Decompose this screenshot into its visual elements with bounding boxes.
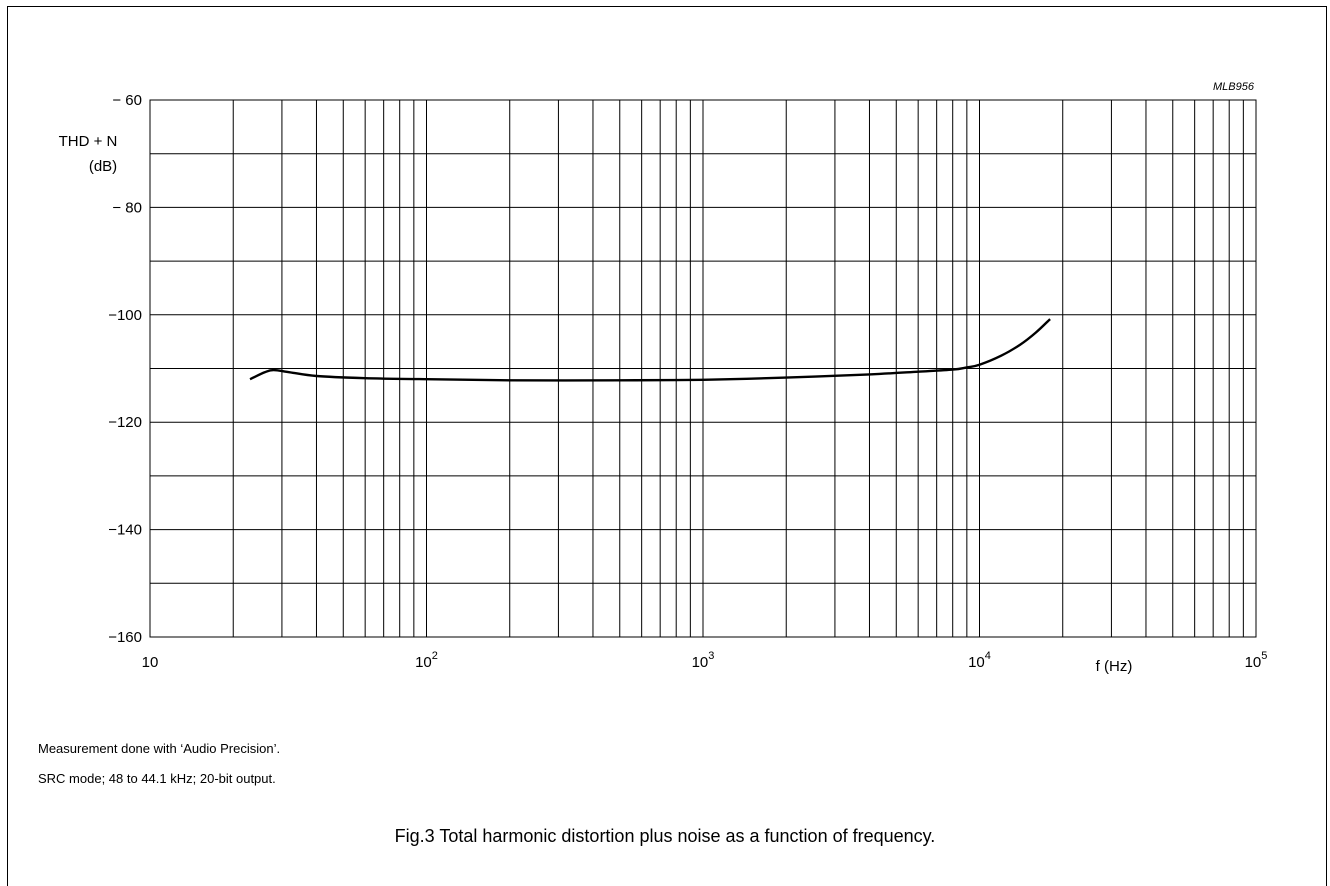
page-frame [7,6,1327,886]
thd-series-line [249,318,1051,382]
figure-code: MLB956 [1213,81,1255,93]
thd-chart: − 60 − 80 −100 −120 −140 −160 THD + N (dB) MLB95… [59,81,1268,675]
x-tick-label: 104 [968,650,991,671]
y-axis-label-line2: (dB) [89,158,117,175]
y-tick-label: −160 [108,629,142,646]
x-tick-label: 103 [692,650,715,671]
y-tick-label: − 60 [112,92,142,109]
x-tick-label: 10 [142,654,159,671]
y-tick-label: −100 [108,307,142,324]
plot-border [149,99,1257,638]
y-tick-label: −140 [108,522,142,539]
y-tick-label: − 80 [112,199,142,216]
x-axis-label: f (Hz) [1096,658,1133,675]
y-tick-label: −120 [108,414,142,431]
measurement-note: Measurement done with ‘Audio Precision’. [38,741,281,756]
y-axis-label-line1: THD + N [59,133,118,150]
x-tick-label: 105 [1245,650,1268,671]
mode-note: SRC mode; 48 to 44.1 kHz; 20-bit output. [38,771,276,786]
figure-caption: Fig.3 Total harmonic distortion plus noi… [394,826,936,846]
x-tick-label: 102 [415,650,438,671]
